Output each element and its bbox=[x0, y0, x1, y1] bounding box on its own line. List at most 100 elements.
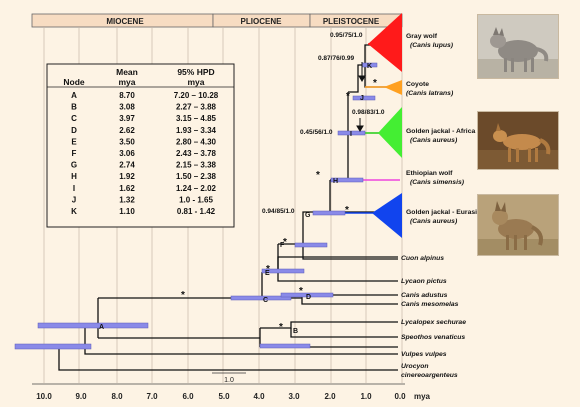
tick-1: 1.0 bbox=[360, 392, 372, 401]
taxon-jackal-africa: Golden jackal - Africa bbox=[406, 128, 475, 135]
taxon-jackal-eurasia: Golden jackal - Eurasia bbox=[406, 209, 481, 216]
taxon-urocyon: Urocyon bbox=[401, 363, 429, 370]
support-values: 0.95/75/1.0 0.87/76/0.99 0.98/83/1.0 0.4… bbox=[262, 32, 385, 215]
africa-jackal-clade-triangle bbox=[378, 107, 402, 158]
table-cell-mean: 1.92 bbox=[119, 172, 135, 181]
tick-10: 10.0 bbox=[36, 392, 52, 401]
table-cell-mean: 1.32 bbox=[119, 195, 135, 204]
star-d: * bbox=[299, 286, 303, 297]
table-header-mean: Mean bbox=[116, 67, 138, 77]
table-cell-hpd: 1.24 – 2.02 bbox=[176, 184, 217, 193]
table-cell-node: E bbox=[71, 137, 77, 146]
table-cell-mean: 1.10 bbox=[119, 207, 135, 216]
taxon-lycaon: Lycaon pictus bbox=[401, 278, 447, 285]
taxon-ethiopian-wolf-sci: (Canis simensis) bbox=[410, 179, 465, 186]
star-root: * bbox=[181, 290, 185, 301]
star-b: * bbox=[279, 322, 283, 333]
node-labels: A B C D E F G H I J K bbox=[99, 63, 372, 335]
node-label-e: E bbox=[265, 270, 270, 277]
table-frame bbox=[46, 63, 235, 228]
taxon-jackal-africa-sci: (Canis aureus) bbox=[410, 137, 458, 144]
taxon-urocyon-sci: cinereoargenteus bbox=[401, 372, 458, 379]
tick-8: 8.0 bbox=[111, 392, 123, 401]
taxon-gray-wolf: Gray wolf bbox=[406, 33, 438, 40]
tick-9: 9.0 bbox=[75, 392, 87, 401]
golden-jackal-eurasia-photo bbox=[477, 194, 559, 256]
coyote-clade-triangle bbox=[384, 80, 402, 95]
taxon-adustus: Canis adustus bbox=[401, 292, 448, 299]
support-label-i: 0.45/56/1.0 bbox=[300, 129, 333, 136]
table-cell-node: B bbox=[71, 103, 77, 112]
node-label-b: B bbox=[293, 328, 298, 335]
table-cell-mean: 3.50 bbox=[119, 137, 135, 146]
table-cell-hpd: 0.81 - 1.42 bbox=[177, 207, 216, 216]
star-i: * bbox=[346, 91, 350, 102]
table-cell-node: C bbox=[71, 114, 77, 123]
table-cell-hpd: 3.15 – 4.85 bbox=[176, 114, 217, 123]
taxon-cuon: Cuon alpinus bbox=[401, 255, 444, 262]
table-cell-node: I bbox=[73, 184, 75, 193]
golden-jackal-africa-photo bbox=[477, 111, 559, 170]
table-cell-mean: 3.08 bbox=[119, 103, 135, 112]
tick-0: 0.0 bbox=[394, 392, 406, 401]
star-eurasia: * bbox=[345, 205, 349, 216]
table-cell-node: H bbox=[71, 172, 77, 181]
taxon-vulpes: Vulpes vulpes bbox=[401, 351, 447, 358]
table-cell-mean: 8.70 bbox=[119, 91, 135, 100]
star-e: * bbox=[266, 264, 270, 275]
taxon-gray-wolf-sci: (Canis lupus) bbox=[410, 42, 454, 49]
node-label-k: K bbox=[367, 63, 372, 70]
axis-unit: mya bbox=[414, 392, 431, 401]
taxon-ethiopian-wolf: Ethiopian wolf bbox=[406, 170, 453, 177]
table-cell-node: A bbox=[71, 91, 77, 100]
support-label-k: 0.95/75/1.0 bbox=[330, 32, 363, 39]
epoch-label-miocene: MIOCENE bbox=[106, 17, 144, 26]
taxon-jackal-eurasia-sci: (Canis aureus) bbox=[410, 218, 458, 225]
support-label-g: 0.94/85/1.0 bbox=[262, 208, 295, 215]
node-label-c: C bbox=[263, 297, 268, 304]
table-cell-hpd: 2.80 – 4.30 bbox=[176, 137, 217, 146]
table-cell-hpd: 2.27 – 3.88 bbox=[176, 103, 217, 112]
table-cell-mean: 2.74 bbox=[119, 161, 135, 170]
table-cell-hpd: 2.43 – 3.78 bbox=[176, 149, 217, 158]
star-f: * bbox=[283, 237, 287, 248]
epoch-label-pleistocene: PLEISTOCENE bbox=[323, 17, 380, 26]
table-header-hpd: 95% HPD bbox=[177, 67, 214, 77]
tick-6: 6.0 bbox=[182, 392, 194, 401]
gray-wolf-clade-triangle bbox=[368, 13, 402, 72]
table-header-mean-unit: mya bbox=[118, 77, 135, 87]
time-axis: 10.0 9.0 8.0 7.0 6.0 5.0 4.0 3.0 2.0 1.0… bbox=[32, 372, 431, 401]
taxon-coyote-sci: (Canis latrans) bbox=[406, 90, 454, 97]
taxon-speothos: Speothos venaticus bbox=[401, 334, 465, 341]
epoch-band: MIOCENE PLIOCENE PLEISTOCENE bbox=[31, 13, 403, 28]
tick-3: 3.0 bbox=[288, 392, 300, 401]
table-cell-hpd: 1.50 – 2.38 bbox=[176, 172, 217, 181]
table-cell-node: J bbox=[72, 195, 76, 204]
table-cell-node: G bbox=[71, 161, 77, 170]
taxon-coyote: Coyote bbox=[406, 81, 429, 88]
node-label-j: J bbox=[360, 95, 364, 102]
taxon-labels: Gray wolf (Canis lupus) Coyote (Canis la… bbox=[401, 33, 481, 379]
taxon-mesomelas: Canis mesomelas bbox=[401, 301, 459, 308]
table-cell-hpd: 1.0 - 1.65 bbox=[179, 195, 213, 204]
node-label-f: F bbox=[280, 242, 285, 249]
tick-4: 4.0 bbox=[253, 392, 265, 401]
support-stars: * * * * * * * * * bbox=[181, 78, 377, 333]
node-label-g: G bbox=[305, 212, 311, 219]
star-h: * bbox=[316, 170, 320, 181]
table-cell-hpd: 2.15 – 3.38 bbox=[176, 161, 217, 170]
table-cell-hpd: 7.20 – 10.28 bbox=[174, 91, 219, 100]
scale-bar-label: 1.0 bbox=[224, 377, 234, 384]
node-age-table: Mean 95% HPD Node mya mya A 8.70 7.20 – 10… bbox=[46, 63, 235, 228]
tree-branches bbox=[58, 44, 398, 371]
table-cell-node: K bbox=[71, 207, 77, 216]
table-cell-node: D bbox=[71, 126, 77, 135]
taxon-lycalopex: Lycalopex sechurae bbox=[401, 319, 466, 326]
node-label-i: I bbox=[350, 131, 352, 138]
tick-2: 2.0 bbox=[324, 392, 336, 401]
table-cell-mean: 2.62 bbox=[119, 126, 135, 135]
table-cell-mean: 1.62 bbox=[119, 184, 135, 193]
node-label-h: H bbox=[333, 178, 338, 185]
tick-5: 5.0 bbox=[218, 392, 230, 401]
